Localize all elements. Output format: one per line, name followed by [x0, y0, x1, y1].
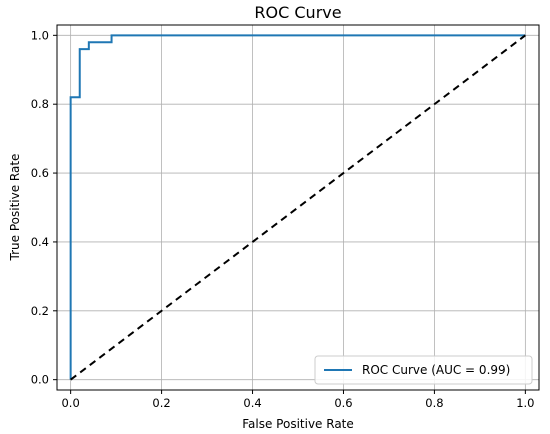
y-tick-label: 0.4 [31, 235, 49, 249]
x-tick-label: 0.2 [152, 396, 170, 410]
x-tick-label: 0.8 [425, 396, 443, 410]
x-tick-label: 0.4 [243, 396, 261, 410]
ticks: 0.0 0.2 0.4 0.6 0.8 1.0 0.0 0.2 0.4 0.6 0.8 1.0 [31, 28, 535, 410]
legend-box [314, 355, 533, 385]
legend-label-roc: ROC Curve (AUC = 0.99) [362, 363, 510, 377]
y-tick-label: 0.2 [31, 304, 49, 318]
legend: ROC Curve (AUC = 0.99) [314, 355, 533, 385]
y-tick-label: 0.6 [31, 166, 49, 180]
y-tick-label: 1.0 [31, 28, 49, 42]
x-tick-label: 0.6 [334, 396, 352, 410]
x-axis-label: False Positive Rate [242, 417, 354, 431]
chart-title: ROC Curve [254, 3, 341, 22]
plot-frame [56, 24, 540, 391]
y-axis-label: True Positive Rate [8, 154, 22, 262]
y-tick-label: 0.8 [31, 97, 49, 111]
roc-curve-line [69, 34, 526, 380]
chance-diagonal-line [70, 34, 526, 381]
plot-area [69, 34, 526, 381]
y-tick-label: 0.0 [31, 373, 49, 387]
x-tick-label: 0.0 [61, 396, 79, 410]
x-tick-label: 1.0 [516, 396, 534, 410]
